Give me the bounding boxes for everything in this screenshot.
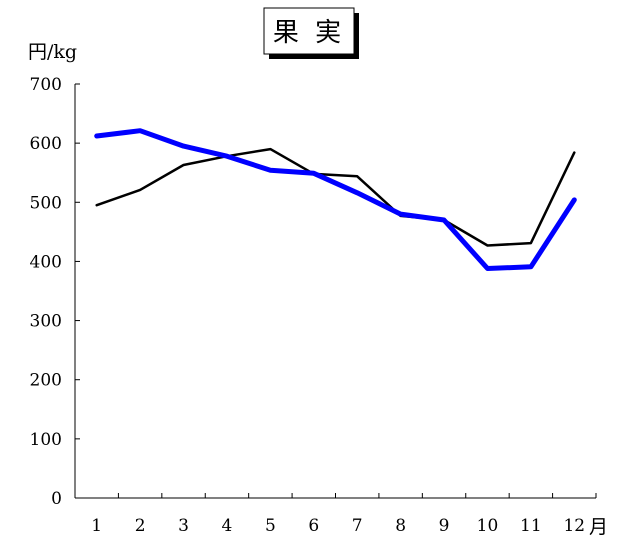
x-tick-label: 10 bbox=[477, 516, 499, 536]
x-tick-label: 6 bbox=[308, 516, 319, 536]
x-ticks: 1 2 3 4 5 6 7 8 9 10 11 12 bbox=[74, 493, 597, 536]
x-tick-label: 8 bbox=[395, 516, 406, 536]
x-tick-label: 7 bbox=[352, 516, 363, 536]
y-tick-label: 600 bbox=[30, 134, 62, 154]
y-tick-label: 100 bbox=[30, 430, 62, 450]
x-tick-label: 9 bbox=[439, 516, 450, 536]
y-tick-label: 400 bbox=[30, 252, 62, 272]
y-tick-label: 300 bbox=[30, 312, 62, 332]
x-tick-label: 3 bbox=[178, 516, 189, 536]
x-tick-label: 1 bbox=[91, 516, 102, 536]
y-tick-label: 200 bbox=[30, 371, 62, 391]
y-tick-label: 700 bbox=[30, 75, 62, 95]
series-layer bbox=[94, 128, 577, 271]
x-tick-label: 2 bbox=[135, 516, 146, 536]
series-line-2 bbox=[94, 128, 577, 271]
y-axis-unit-label: 円/kg bbox=[28, 41, 77, 63]
x-tick-label: 11 bbox=[520, 516, 542, 536]
x-tick-label: 4 bbox=[222, 516, 233, 536]
x-axis-unit-label: 月 bbox=[589, 516, 608, 538]
x-tick-label: 12 bbox=[563, 516, 585, 536]
y-tick-label: 500 bbox=[30, 193, 62, 213]
chart-title: 果 実 bbox=[273, 18, 345, 48]
x-tick-label: 5 bbox=[265, 516, 276, 536]
title-box: 果 実 bbox=[263, 7, 359, 59]
y-ticks: 0 100 200 300 400 500 600 700 bbox=[30, 75, 80, 509]
y-tick-label: 0 bbox=[51, 489, 62, 509]
series-line-1 bbox=[95, 147, 576, 247]
